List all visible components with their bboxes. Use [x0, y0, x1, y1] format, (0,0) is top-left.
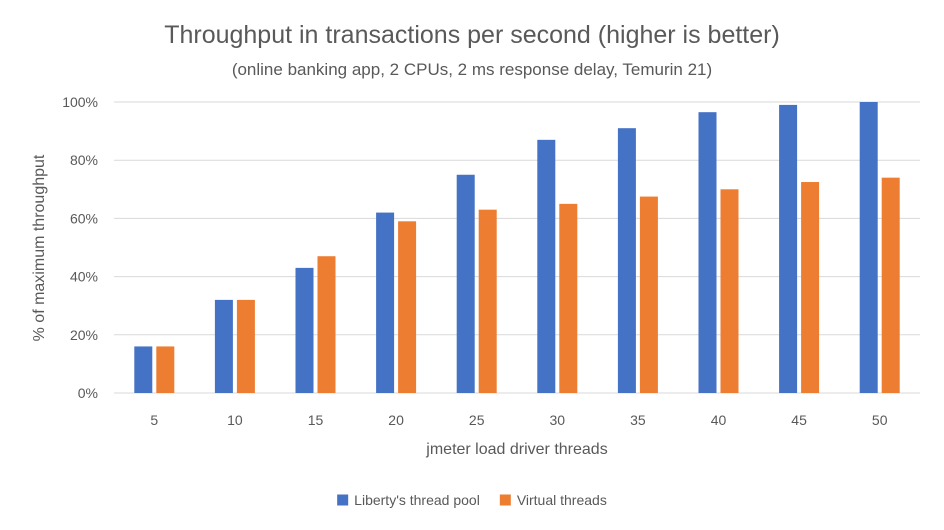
- x-tick-label: 40: [711, 412, 727, 428]
- y-tick-label: 100%: [62, 94, 98, 110]
- bar-liberty-thread-pool: [214, 299, 233, 393]
- x-tick-label: 45: [791, 412, 807, 428]
- bar-virtual-threads: [478, 209, 497, 393]
- x-axis-title: jmeter load driver threads: [425, 441, 607, 458]
- bars: [134, 102, 900, 393]
- legend-label: Liberty's thread pool: [354, 492, 480, 508]
- y-tick-label: 0%: [78, 385, 98, 401]
- y-axis-title: % of maximum throughput: [31, 154, 48, 341]
- y-tick-label: 40%: [70, 269, 98, 285]
- x-tick-label: 15: [308, 412, 324, 428]
- y-tick-label: 80%: [70, 152, 98, 168]
- chart-subtitle: (online banking app, 2 CPUs, 2 ms respon…: [232, 60, 712, 79]
- y-tick-label: 60%: [70, 210, 98, 226]
- bar-liberty-thread-pool: [698, 112, 717, 393]
- bar-virtual-threads: [881, 177, 900, 393]
- bar-liberty-thread-pool: [859, 102, 878, 393]
- legend-swatch-liberty-thread-pool: [337, 494, 349, 506]
- bar-liberty-thread-pool: [779, 104, 798, 393]
- x-tick-label: 30: [550, 412, 566, 428]
- legend: Liberty's thread pool Virtual threads: [337, 492, 607, 508]
- bar-virtual-threads: [720, 189, 739, 393]
- bar-liberty-thread-pool: [134, 346, 153, 393]
- bar-virtual-threads: [156, 346, 175, 393]
- legend-label: Virtual threads: [517, 492, 607, 508]
- gridlines: [114, 101, 920, 394]
- x-axis-ticks: 5 10 15 20 25 30 35 40 45 50: [150, 412, 887, 428]
- bar-virtual-threads: [639, 196, 658, 393]
- x-tick-label: 20: [388, 412, 404, 428]
- bar-virtual-threads: [801, 182, 820, 393]
- y-axis-ticks: 0% 20% 40% 60% 80% 100%: [62, 94, 98, 401]
- legend-swatch-virtual-threads: [499, 494, 511, 506]
- bar-virtual-threads: [398, 221, 417, 393]
- bar-liberty-thread-pool: [617, 128, 636, 393]
- bar-virtual-threads: [317, 256, 336, 393]
- x-tick-label: 5: [150, 412, 158, 428]
- bar-virtual-threads: [559, 203, 578, 393]
- bar-liberty-thread-pool: [295, 267, 314, 393]
- x-tick-label: 35: [630, 412, 646, 428]
- x-tick-label: 50: [872, 412, 888, 428]
- chart-title: Throughput in transactions per second (h…: [164, 21, 780, 49]
- x-tick-label: 10: [227, 412, 243, 428]
- bar-virtual-threads: [236, 299, 255, 393]
- x-tick-label: 25: [469, 412, 485, 428]
- bar-liberty-thread-pool: [376, 212, 395, 393]
- bar-liberty-thread-pool: [456, 174, 475, 393]
- bar-liberty-thread-pool: [537, 139, 556, 393]
- y-tick-label: 20%: [70, 327, 98, 343]
